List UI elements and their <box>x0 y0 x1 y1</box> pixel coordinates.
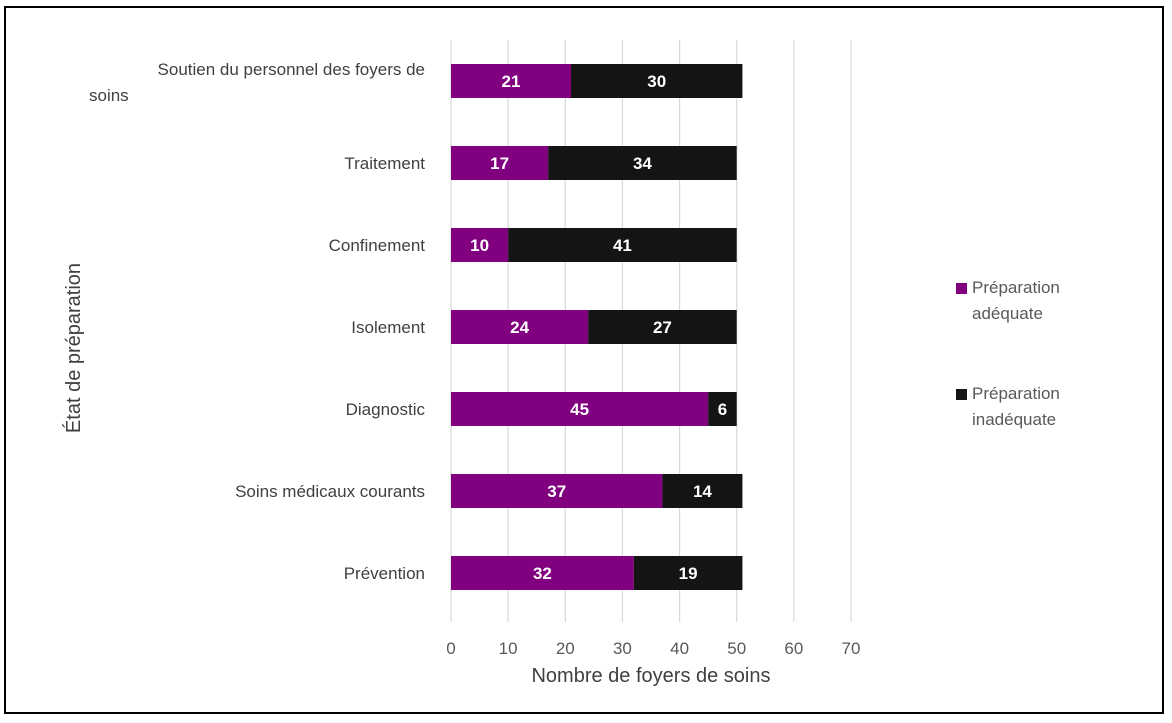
data-label: 19 <box>679 564 698 583</box>
category-label-line: Confinement <box>329 236 426 255</box>
bar-segment <box>451 228 509 262</box>
y-axis-title: État de préparation <box>62 263 85 433</box>
data-label: 6 <box>718 400 727 419</box>
data-label: 14 <box>693 482 712 501</box>
legend-swatch <box>956 283 967 294</box>
bar-segment <box>588 310 737 344</box>
category-label: Soutien du personnel des foyers de <box>158 60 425 79</box>
bar-segment <box>633 556 743 590</box>
x-tick-label: 10 <box>499 639 518 658</box>
category-label-line: Prévention <box>344 564 425 583</box>
legend-label: Préparation <box>972 278 1060 297</box>
category-label-line: Diagnostic <box>346 400 426 419</box>
category-label-line: Isolement <box>351 318 425 337</box>
data-label: 32 <box>533 564 552 583</box>
bar-segment <box>548 146 737 180</box>
data-label: 34 <box>633 154 652 173</box>
category-label: Prévention <box>344 564 425 583</box>
bar-segment <box>451 474 663 508</box>
stacked-bar-chart: 21 30 17 34 10 41 24 27 45 6 37 14 32 19 Soutien du p… <box>62 40 1060 687</box>
category-labels: Soutien du personnel des foyers de soins T… <box>89 60 425 583</box>
x-tick-label: 40 <box>670 639 689 658</box>
data-label: 41 <box>613 236 632 255</box>
bar-segment <box>451 310 589 344</box>
x-axis-title: Nombre de foyers de soins <box>531 665 770 687</box>
bars <box>451 64 743 590</box>
category-label: Confinement <box>329 236 426 255</box>
bar-segment <box>451 392 709 426</box>
bar-segment <box>451 556 634 590</box>
data-label: 24 <box>510 318 529 337</box>
category-label: Isolement <box>351 318 425 337</box>
x-tick-label: 50 <box>727 639 746 658</box>
x-tick-label: 70 <box>842 639 861 658</box>
bar-segment <box>451 64 571 98</box>
data-label: 37 <box>547 482 566 501</box>
legend-label: Préparation <box>972 384 1060 403</box>
data-label: 45 <box>570 400 589 419</box>
category-label-line: Traitement <box>344 154 425 173</box>
bar-segment <box>662 474 743 508</box>
category-label: Diagnostic <box>346 400 426 419</box>
category-label-continuation: soins <box>89 86 129 105</box>
category-label: Soins médicaux courants <box>235 482 425 501</box>
bar-segment <box>508 228 737 262</box>
data-label: 21 <box>502 72 521 91</box>
chart-frame: 21 30 17 34 10 41 24 27 45 6 37 14 32 19 Soutien du p… <box>4 6 1164 714</box>
data-label: 17 <box>490 154 509 173</box>
x-tick-labels: 0 10 20 30 40 50 60 70 <box>446 639 860 658</box>
legend-label: adéquate <box>972 304 1043 323</box>
bar-segment <box>571 64 743 98</box>
x-tick-label: 0 <box>446 639 455 658</box>
x-tick-label: 60 <box>784 639 803 658</box>
x-tick-label: 30 <box>613 639 632 658</box>
category-label-line: Soins médicaux courants <box>235 482 425 501</box>
legend: Préparation adéquate Préparation inadéquate <box>956 278 1060 429</box>
data-label: 27 <box>653 318 672 337</box>
data-label: 30 <box>647 72 666 91</box>
x-tick-label: 20 <box>556 639 575 658</box>
legend-label: inadéquate <box>972 410 1056 429</box>
category-label: Traitement <box>344 154 425 173</box>
data-label: 10 <box>470 236 489 255</box>
bar-segment <box>451 146 549 180</box>
category-label-line: Soutien du personnel des foyers de <box>158 60 425 79</box>
bar-segment <box>708 392 737 426</box>
legend-swatch <box>956 389 967 400</box>
data-labels: 21 30 17 34 10 41 24 27 45 6 37 14 32 19 <box>470 72 727 583</box>
